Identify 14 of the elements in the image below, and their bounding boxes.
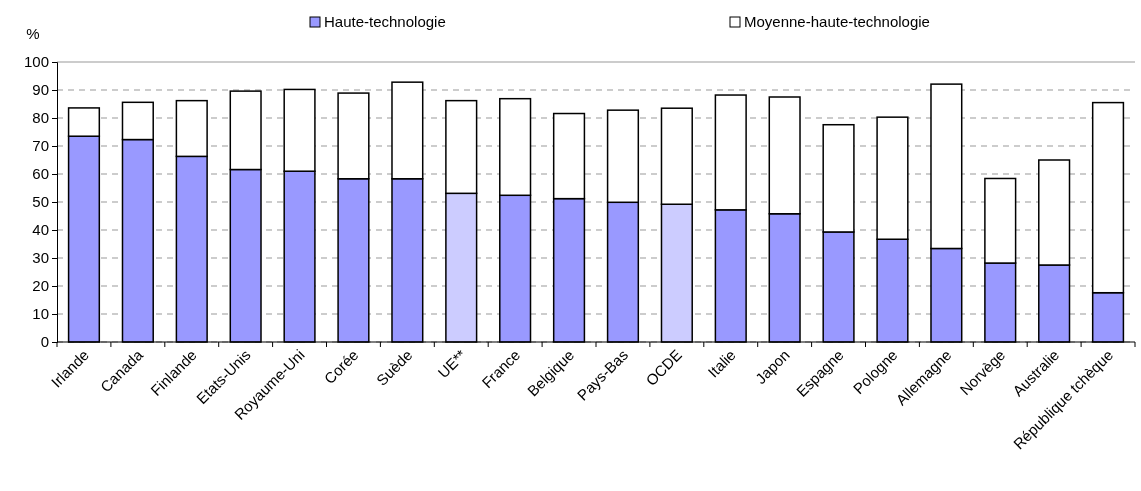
y-tick-label: 50 <box>32 193 49 211</box>
y-tick-label: 70 <box>32 137 49 155</box>
y-tick-label: 20 <box>32 277 49 295</box>
y-tick-label: 90 <box>32 81 49 99</box>
y-tick-label: 60 <box>32 165 49 183</box>
y-tick-label: 100 <box>23 53 49 71</box>
y-axis-title: % <box>26 25 40 42</box>
legend-label: Haute-technologie <box>324 13 446 30</box>
y-tick-label: 0 <box>40 333 49 351</box>
legend-label: Moyenne-haute-technologie <box>744 13 930 30</box>
y-tick-label: 80 <box>32 109 49 127</box>
y-tick-label: 40 <box>32 221 49 239</box>
y-tick-label: 10 <box>32 305 49 323</box>
y-tick-label: 30 <box>32 249 49 267</box>
